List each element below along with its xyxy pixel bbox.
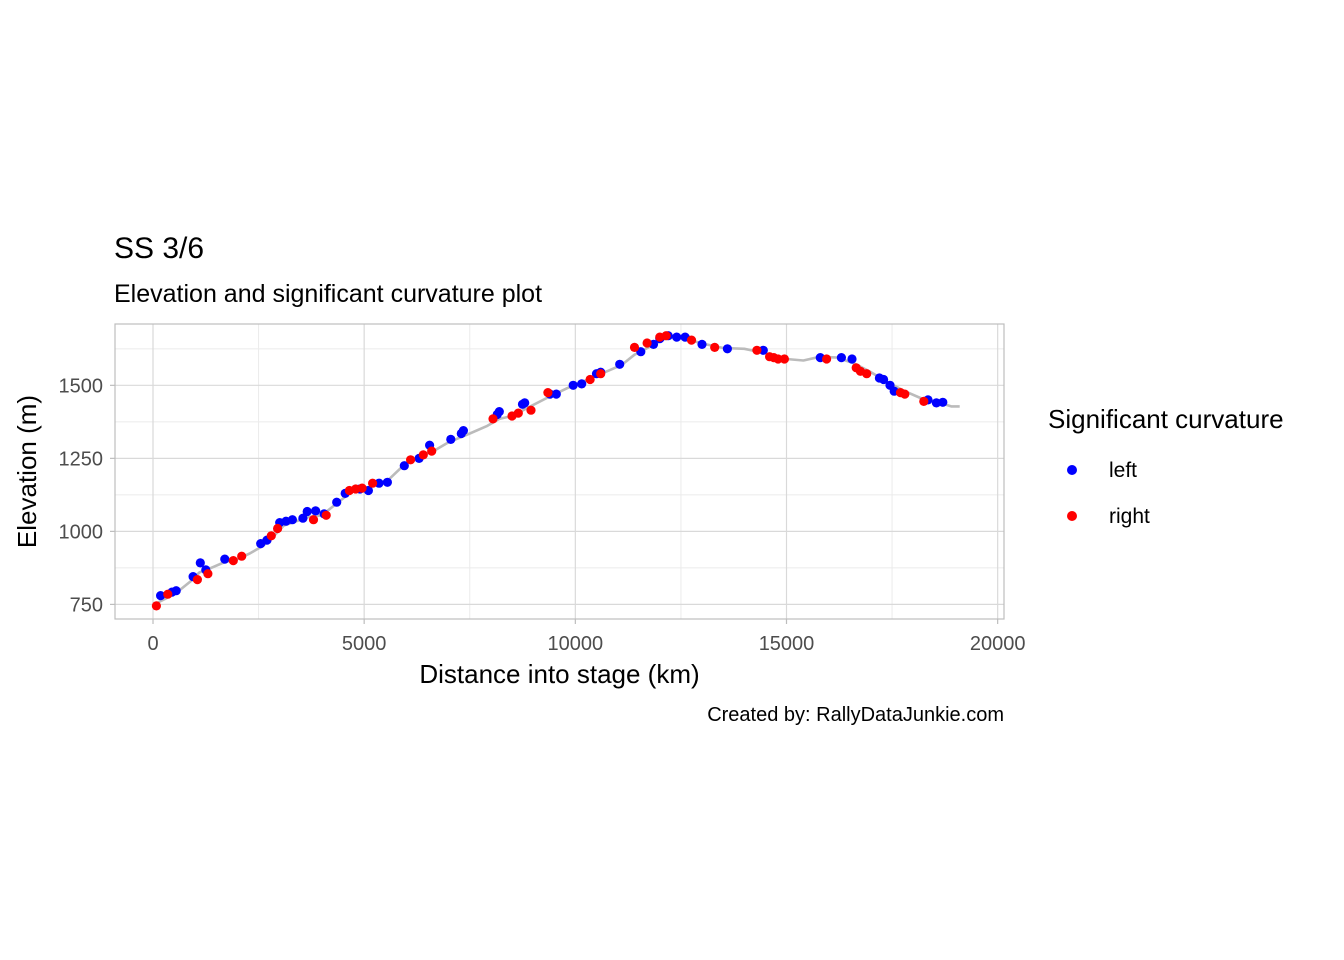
curvature-point-right — [686, 335, 697, 345]
curvature-point-right — [237, 551, 247, 561]
curvature-point-right — [752, 345, 762, 355]
curvature-point-right — [418, 450, 428, 460]
curvature-point-left — [722, 344, 733, 354]
curvature-point-left — [298, 513, 308, 523]
curvature-point-left — [374, 478, 384, 488]
curvature-point-left — [697, 339, 707, 349]
chart-caption: Created by: RallyDataJunkie.com — [707, 704, 1004, 726]
curvature-point-left — [220, 554, 230, 564]
plot-panel — [114, 323, 1005, 620]
curvature-point-left — [847, 354, 857, 364]
curvature-point-right — [526, 405, 536, 415]
minor-gridlines — [115, 324, 1004, 619]
curvature-point-left — [520, 398, 530, 408]
legend-key-right — [1067, 511, 1077, 521]
curvature-point-left — [458, 426, 468, 436]
major-gridlines — [115, 324, 1004, 619]
curvature-point-right — [406, 455, 416, 465]
curvature-point-left — [615, 359, 625, 369]
legend: Significant curvature left right — [1048, 404, 1284, 528]
curvature-point-left — [195, 558, 205, 568]
curvature-point-left — [938, 397, 948, 407]
curvature-point-left — [879, 374, 889, 385]
curvature-point-left — [171, 586, 181, 596]
legend-label-right: right — [1109, 505, 1150, 528]
y-tick-label: 1250 — [59, 448, 104, 470]
curvature-point-right — [488, 414, 498, 424]
panel-border — [114, 323, 1005, 620]
curvature-point-left — [758, 345, 768, 355]
curvature-point-right — [773, 354, 783, 364]
curvature-point-right — [321, 510, 331, 520]
x-tick-label: 20000 — [970, 633, 1026, 655]
curvature-point-right — [710, 342, 720, 352]
curvature-point-left — [494, 407, 504, 417]
curvature-point-left — [446, 434, 456, 444]
curvature-point-right — [661, 331, 671, 341]
chart-subtitle: Elevation and significant curvature plot — [114, 280, 542, 308]
curvature-point-right — [862, 369, 872, 379]
curvature-point-right — [900, 389, 910, 399]
curvature-point-right — [273, 523, 283, 534]
curvature-point-right — [357, 483, 367, 493]
curvature-point-right — [543, 388, 553, 398]
curvature-point-left — [672, 332, 682, 342]
curvature-point-right — [779, 354, 790, 364]
curvature-point-left — [332, 497, 342, 507]
curvature-point-left — [311, 506, 321, 516]
curvature-point-right — [151, 601, 161, 611]
x-axis: 0 5000 10000 15000 20000 — [147, 619, 1025, 655]
y-axis: 750 1000 1250 1500 — [59, 375, 115, 616]
curvature-point-left — [302, 506, 312, 517]
y-tick-label: 1000 — [59, 521, 104, 543]
curvature-point-left — [836, 353, 847, 363]
curvature-point-right — [228, 556, 238, 566]
panel-background — [115, 324, 1004, 619]
curvature-point-right — [629, 342, 640, 352]
curvature-point-left — [399, 461, 409, 471]
curvature-point-right — [642, 338, 652, 348]
curvature-point-right — [368, 478, 378, 488]
curvature-point-right — [163, 589, 173, 599]
curvature-points — [151, 331, 948, 611]
curvature-point-left — [156, 591, 166, 601]
curvature-point-left — [577, 379, 587, 389]
y-axis-title: Elevation (m) — [12, 395, 42, 548]
x-tick-label: 10000 — [548, 633, 604, 655]
curvature-point-right — [308, 515, 319, 525]
legend-label-left: left — [1109, 459, 1137, 482]
curvature-point-right — [203, 569, 213, 579]
chart-title: SS 3/6 — [114, 232, 204, 265]
y-tick-label: 750 — [70, 594, 103, 616]
curvature-point-right — [513, 408, 523, 418]
x-tick-label: 15000 — [759, 633, 815, 655]
legend-title: Significant curvature — [1048, 404, 1284, 434]
y-tick-label: 1500 — [59, 375, 104, 397]
curvature-point-right — [585, 374, 595, 385]
x-tick-label: 5000 — [342, 633, 387, 655]
curvature-point-right — [596, 369, 606, 379]
curvature-point-right — [822, 354, 832, 364]
x-axis-title: Distance into stage (km) — [419, 659, 699, 689]
curvature-point-left — [568, 380, 578, 390]
legend-key-left — [1067, 465, 1077, 475]
curvature-point-right — [266, 531, 276, 541]
curvature-point-left — [382, 477, 392, 487]
curvature-point-left — [551, 389, 561, 399]
curvature-point-right — [427, 446, 437, 456]
curvature-point-right — [919, 396, 929, 406]
curvature-point-left — [287, 515, 297, 525]
curvature-point-right — [192, 575, 202, 585]
x-tick-label: 0 — [147, 633, 158, 655]
